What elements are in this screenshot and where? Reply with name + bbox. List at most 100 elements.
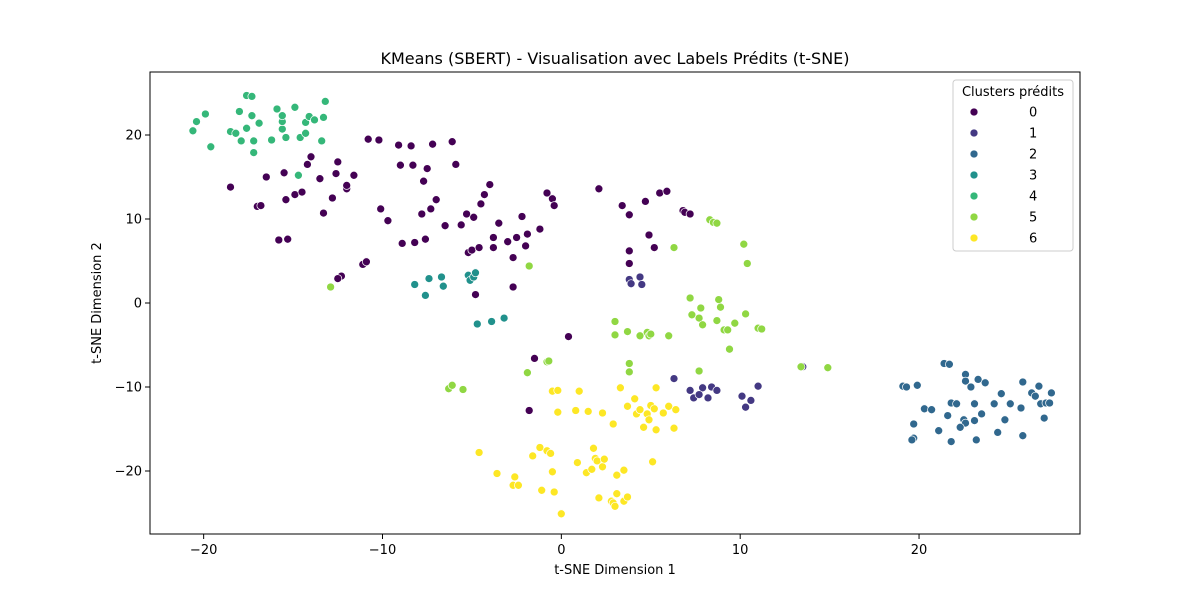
y-tick-label: 10 [125, 213, 142, 228]
legend-label-cluster-0: 0 [1029, 106, 1037, 121]
data-point-cluster-6 [549, 487, 559, 497]
data-point-cluster-1 [698, 383, 707, 393]
data-point-cluster-6 [598, 462, 607, 472]
data-point-cluster-6 [651, 383, 661, 393]
data-point-cluster-0 [397, 239, 407, 248]
data-point-cluster-4 [277, 111, 287, 121]
data-point-cluster-6 [612, 470, 622, 480]
chart-title: KMeans (SBERT) - Visualisation avec Labe… [380, 49, 849, 68]
data-point-cluster-2 [945, 359, 954, 369]
data-point-cluster-0 [274, 235, 284, 245]
data-point-cluster-1 [737, 391, 747, 401]
data-point-cluster-6 [528, 451, 538, 461]
data-point-cluster-0 [417, 209, 427, 219]
data-point-cluster-4 [281, 133, 291, 142]
data-point-cluster-6 [589, 443, 598, 453]
data-point-cluster-5 [698, 320, 707, 330]
data-point-cluster-0 [503, 237, 513, 247]
data-point-cluster-0 [315, 174, 325, 184]
data-point-cluster-4 [294, 170, 303, 180]
data-point-cluster-3 [410, 280, 420, 289]
data-point-cluster-0 [319, 208, 328, 218]
data-point-cluster-0 [383, 216, 393, 226]
ticks-layer: −20 −10 0 10 20 −20 −10 0 10 20 [115, 129, 928, 559]
data-point-cluster-6 [648, 457, 657, 467]
data-point-cluster-0 [422, 164, 432, 173]
data-point-cluster-0 [363, 134, 373, 144]
data-point-cluster-4 [192, 117, 201, 126]
data-point-cluster-4 [235, 107, 244, 116]
legend-marker-cluster-0 [969, 107, 979, 117]
data-point-cluster-4 [317, 136, 327, 146]
x-tick-label: −10 [369, 543, 396, 558]
data-point-cluster-4 [267, 135, 276, 145]
data-point-cluster-6 [630, 394, 640, 404]
data-point-cluster-5 [523, 368, 532, 378]
data-point-cluster-0 [624, 246, 634, 256]
data-point-cluster-0 [283, 234, 293, 244]
data-point-cluster-0 [489, 243, 498, 252]
legend: Clusters prédits 0 1 2 3 4 5 6 [952, 79, 1074, 252]
data-point-cluster-0 [431, 195, 441, 205]
data-point-cluster-0 [328, 193, 337, 203]
data-point-cluster-2 [907, 435, 917, 445]
data-point-cluster-2 [989, 399, 999, 409]
data-point-cluster-2 [1016, 403, 1026, 413]
data-point-cluster-5 [723, 325, 733, 335]
data-point-cluster-5 [544, 356, 554, 366]
data-point-cluster-4 [231, 128, 241, 138]
data-point-cluster-2 [961, 376, 970, 386]
data-point-cluster-6 [574, 386, 584, 396]
data-point-cluster-6 [583, 407, 593, 416]
data-point-cluster-4 [320, 97, 330, 106]
data-point-cluster-1 [703, 393, 713, 403]
data-point-cluster-0 [542, 188, 552, 198]
data-point-cluster-0 [469, 212, 479, 222]
data-point-cluster-3 [424, 274, 434, 283]
data-point-cluster-1 [741, 402, 750, 412]
data-point-cluster-5 [669, 243, 679, 252]
data-point-cluster-0 [564, 332, 573, 341]
data-point-cluster-1 [637, 280, 647, 289]
data-point-cluster-0 [456, 220, 466, 230]
legend-marker-cluster-6 [969, 233, 979, 243]
data-point-cluster-4 [301, 128, 310, 138]
data-point-cluster-2 [973, 375, 983, 384]
data-point-cluster-0 [617, 201, 627, 210]
data-point-cluster-6 [548, 467, 557, 477]
data-point-cluster-0 [474, 243, 484, 252]
data-point-cluster-6 [623, 401, 632, 411]
data-point-cluster-0 [476, 199, 486, 209]
data-point-cluster-4 [206, 142, 216, 152]
data-point-cluster-5 [796, 362, 806, 372]
data-point-cluster-1 [685, 386, 695, 395]
data-point-cluster-5 [458, 385, 468, 394]
data-point-cluster-4 [319, 113, 328, 122]
data-point-cluster-1 [694, 390, 704, 399]
data-point-cluster-6 [535, 443, 545, 452]
data-point-cluster-0 [279, 168, 289, 178]
points-layer [188, 91, 1056, 519]
data-point-cluster-0 [396, 160, 405, 170]
data-point-cluster-1 [635, 272, 645, 282]
data-point-cluster-5 [714, 295, 724, 304]
data-point-cluster-2 [970, 399, 979, 409]
data-point-cluster-6 [619, 465, 629, 475]
data-point-cluster-2 [977, 409, 986, 419]
data-point-cluster-5 [447, 380, 457, 390]
data-point-cluster-0 [508, 253, 518, 262]
data-point-cluster-0 [297, 187, 307, 197]
data-point-cluster-4 [277, 124, 287, 134]
data-point-cluster-6 [610, 501, 620, 511]
data-point-cluster-6 [608, 419, 618, 429]
data-point-cluster-6 [649, 404, 659, 414]
data-point-cluster-6 [571, 406, 581, 415]
x-axis-label: t-SNE Dimension 1 [554, 563, 676, 578]
data-point-cluster-0 [281, 195, 291, 205]
data-point-cluster-4 [254, 118, 264, 128]
data-point-cluster-0 [624, 259, 634, 268]
data-point-cluster-5 [712, 316, 722, 325]
data-point-cluster-0 [467, 245, 477, 255]
